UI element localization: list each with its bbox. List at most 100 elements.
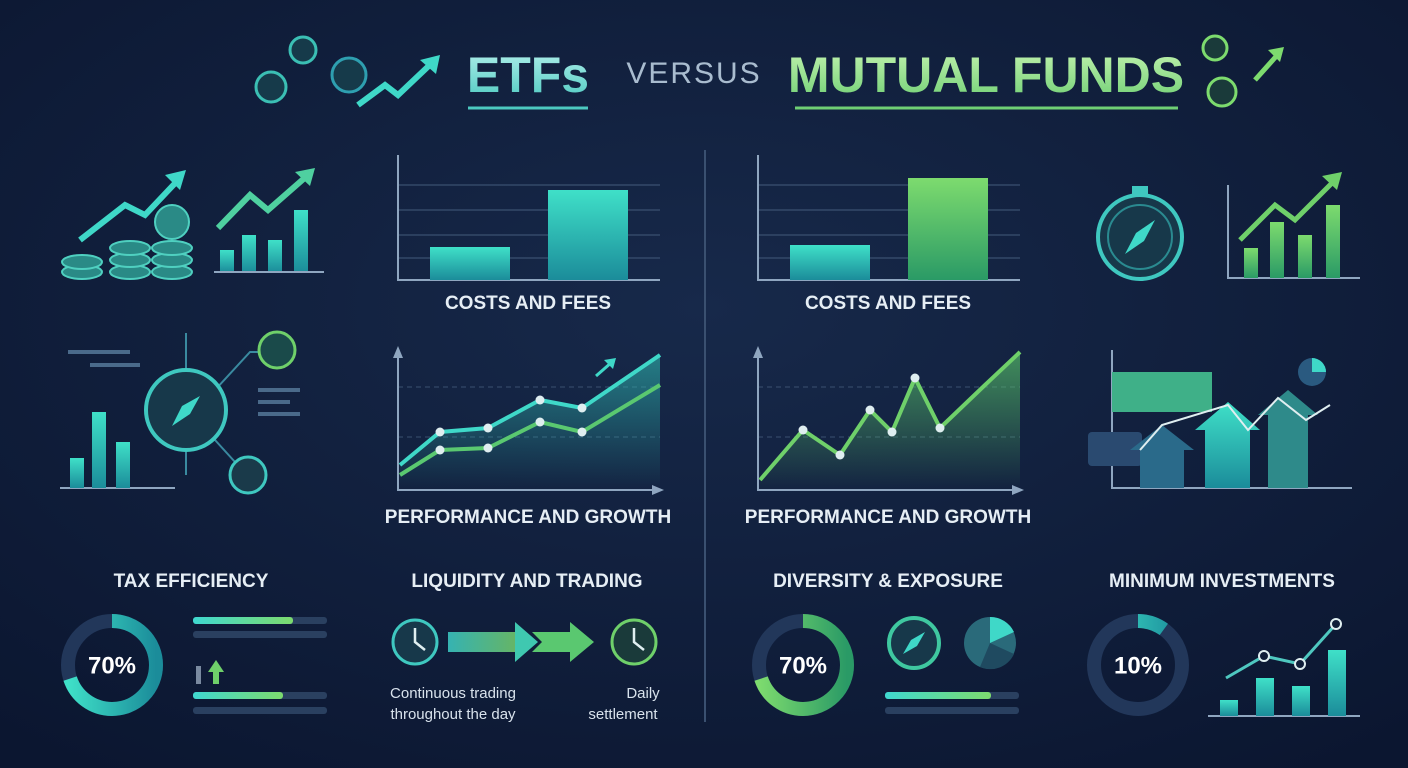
decoration — [903, 632, 925, 654]
decoration — [1258, 618, 1342, 670]
decoration — [288, 35, 318, 65]
decoration — [483, 423, 493, 433]
metric-title: DIVERSITY & EXPOSURE — [773, 571, 1003, 592]
decoration — [790, 245, 870, 280]
decoration — [604, 358, 616, 369]
decoration — [61, 254, 103, 270]
decoration — [535, 395, 545, 405]
decoration — [435, 395, 587, 455]
decoration — [908, 178, 988, 280]
decoration — [70, 458, 84, 488]
donut-arc — [61, 614, 163, 716]
decoration — [420, 55, 440, 74]
decoration — [1270, 222, 1284, 278]
decoration — [1322, 172, 1342, 190]
decoration — [1256, 678, 1274, 716]
decoration — [865, 405, 875, 415]
decoration — [1220, 650, 1346, 716]
decoration — [1227, 185, 1360, 279]
decoration — [295, 168, 315, 186]
decoration — [154, 204, 190, 240]
decoration — [268, 240, 282, 272]
decoration — [193, 631, 327, 638]
coin-icons — [254, 34, 1284, 108]
decoration — [1326, 205, 1340, 278]
decoration — [92, 412, 106, 488]
decoration — [910, 373, 920, 383]
donut: 70% — [61, 614, 163, 716]
etf-performance-label: PERFORMANCE AND GROWTH — [385, 507, 671, 528]
decoration — [1312, 358, 1326, 372]
decoration — [1298, 235, 1312, 278]
decoration — [435, 427, 445, 437]
decoration — [1330, 618, 1342, 630]
decoration — [1244, 205, 1340, 278]
decoration — [515, 622, 538, 662]
decoration — [400, 355, 660, 490]
decoration — [242, 235, 256, 272]
decoration — [1238, 178, 1337, 242]
decoration — [1088, 432, 1142, 466]
decoration — [257, 330, 297, 370]
decoration — [1112, 372, 1212, 412]
decoration — [172, 396, 200, 426]
decoration — [214, 439, 236, 463]
decoration — [398, 383, 662, 477]
decoration — [215, 172, 310, 231]
donut-label: 10% — [1114, 652, 1162, 679]
decoration — [757, 350, 1020, 491]
donut-arc — [1087, 614, 1189, 716]
donut-arc — [752, 614, 854, 716]
decoration — [632, 628, 645, 651]
decoration — [254, 70, 288, 104]
decoration — [1130, 425, 1194, 488]
decoration — [1268, 47, 1284, 62]
decoration — [1294, 658, 1306, 670]
donut-label: 70% — [779, 652, 827, 679]
metric-title: MINIMUM INVESTMENTS — [1109, 571, 1335, 592]
decoration — [393, 346, 403, 358]
decoration — [228, 455, 268, 495]
decoration — [435, 445, 445, 455]
decoration — [398, 353, 662, 467]
decoration — [1258, 650, 1270, 662]
decoration — [483, 443, 493, 453]
decoration — [1328, 650, 1346, 716]
mf-costs-label: COSTS AND FEES — [805, 293, 971, 314]
decoration — [798, 425, 808, 435]
decoration — [193, 692, 283, 699]
decoration — [535, 417, 545, 427]
liquidity-right-text: Daily — [626, 685, 660, 702]
decoration — [220, 210, 308, 272]
mf-performance-chart — [753, 346, 1024, 495]
decoration — [78, 175, 183, 243]
left-title: ETFs — [467, 47, 589, 103]
arrows-growth-icon — [1088, 350, 1352, 489]
mf-performance-label: PERFORMANCE AND GROWTH — [745, 507, 1031, 528]
decoration — [753, 346, 763, 358]
decoration — [885, 692, 991, 699]
header: ETFs VERSUS MUTUAL FUNDS — [254, 34, 1284, 110]
decoration — [532, 622, 594, 662]
decoration — [885, 707, 1019, 714]
decoration — [397, 350, 660, 491]
network-icon — [60, 330, 300, 495]
decoration — [448, 632, 518, 652]
right-title: MUTUAL FUNDS — [788, 47, 1184, 103]
decoration — [213, 670, 219, 684]
decoration — [1107, 204, 1173, 270]
liquidity-right-text: settlement — [588, 706, 658, 723]
decoration — [935, 423, 945, 433]
decoration — [109, 240, 151, 256]
decoration — [61, 204, 193, 280]
progress-bars — [193, 616, 1360, 717]
coins-growth-icon — [61, 168, 324, 280]
donut-label: 70% — [88, 652, 136, 679]
decoration — [68, 350, 300, 416]
mf-costs-chart — [757, 155, 1020, 281]
decoration — [835, 450, 845, 460]
decoration — [1132, 186, 1148, 194]
decoration — [193, 707, 327, 714]
